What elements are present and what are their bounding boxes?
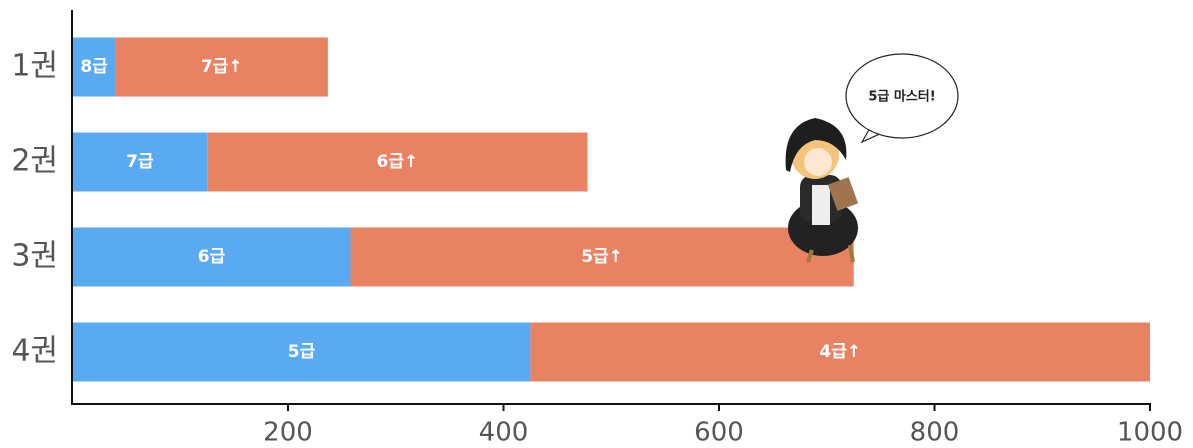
x-tick-label: 1000 [1117,418,1183,448]
annotation: 5급 마스터! [868,89,935,105]
x-tick-label: 600 [694,418,744,448]
data-label: 5급 [288,342,316,362]
plot: 1권 8급 7급↑ 2권 7급 6급↑ 3권 6급 5급↑ 4권 5급 4급↑ 200 400 600 800… [11,10,1183,448]
data-label: 8급 [80,57,108,77]
data-label: 5급↑ [581,247,623,267]
y-tick-label: 1권 [11,49,58,84]
x-tick-label: 800 [910,418,960,448]
speech-bubble: 5급 마스터! [846,54,958,142]
data-label: 4급↑ [819,342,861,362]
chart: 1권 8급 7급↑ 2권 7급 6급↑ 3권 6급 5급↑ 4권 5급 4급↑ 200 400 600 800… [0,0,1193,448]
y-tick-label: 4권 [11,334,58,369]
x-tick-label: 200 [263,418,313,448]
data-label: 6급↑ [377,152,419,172]
y-tick-label: 2권 [11,144,58,179]
data-label: 7급 [126,152,154,172]
character [786,118,859,262]
data-label: 6급 [198,247,226,267]
y-tick-label: 3권 [11,239,58,274]
character-face [804,148,832,176]
data-label: 7급↑ [201,57,243,77]
x-tick-label: 400 [479,418,529,448]
character-apron [812,185,830,225]
